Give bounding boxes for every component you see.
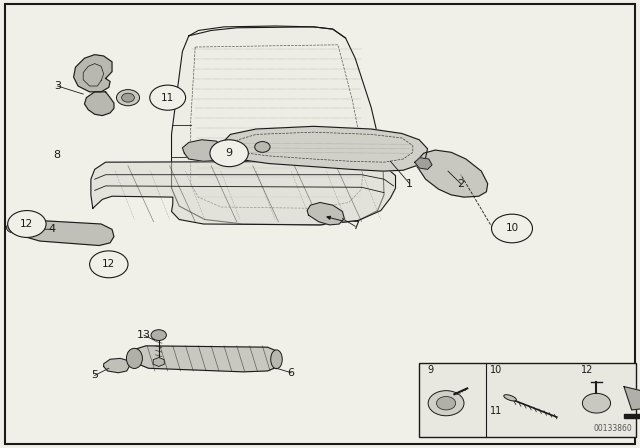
Text: 12: 12 (102, 259, 115, 269)
Ellipse shape (504, 395, 516, 401)
Circle shape (582, 393, 611, 413)
Circle shape (151, 330, 166, 340)
Circle shape (8, 211, 46, 237)
FancyBboxPatch shape (5, 4, 635, 444)
Text: 9: 9 (225, 148, 233, 158)
Text: 12: 12 (581, 365, 593, 375)
Text: 8: 8 (52, 150, 60, 159)
Circle shape (436, 396, 456, 410)
Polygon shape (307, 202, 344, 225)
Text: 7: 7 (351, 221, 359, 231)
Circle shape (210, 140, 248, 167)
Polygon shape (415, 158, 432, 169)
Text: 10: 10 (490, 365, 502, 375)
Circle shape (116, 90, 140, 106)
Text: 1: 1 (406, 179, 413, 189)
Text: 6: 6 (288, 368, 294, 378)
Text: 00133860: 00133860 (593, 424, 632, 433)
Polygon shape (104, 358, 129, 373)
Text: 11: 11 (161, 93, 174, 103)
FancyBboxPatch shape (419, 363, 636, 437)
Polygon shape (223, 126, 428, 171)
Polygon shape (417, 150, 488, 197)
Polygon shape (624, 414, 640, 418)
Text: 11: 11 (490, 406, 502, 416)
Circle shape (122, 93, 134, 102)
Circle shape (90, 251, 128, 278)
Polygon shape (182, 140, 223, 161)
Text: 13: 13 (137, 330, 151, 340)
Polygon shape (129, 346, 282, 372)
Text: 10: 10 (506, 224, 518, 233)
Text: 4: 4 (49, 224, 56, 234)
Polygon shape (74, 55, 112, 92)
Text: 5: 5 (92, 370, 98, 380)
Polygon shape (91, 161, 396, 225)
Circle shape (428, 391, 464, 416)
Circle shape (150, 85, 186, 110)
Text: 2: 2 (457, 179, 465, 189)
Text: 12: 12 (20, 219, 33, 229)
Circle shape (6, 222, 22, 233)
Polygon shape (172, 27, 384, 225)
Polygon shape (624, 387, 640, 410)
Text: 9: 9 (427, 365, 433, 375)
Ellipse shape (127, 349, 143, 368)
Circle shape (492, 214, 532, 243)
Text: 3: 3 (54, 81, 61, 91)
Polygon shape (13, 220, 114, 246)
Circle shape (255, 142, 270, 152)
Ellipse shape (271, 350, 282, 369)
Polygon shape (84, 92, 114, 116)
